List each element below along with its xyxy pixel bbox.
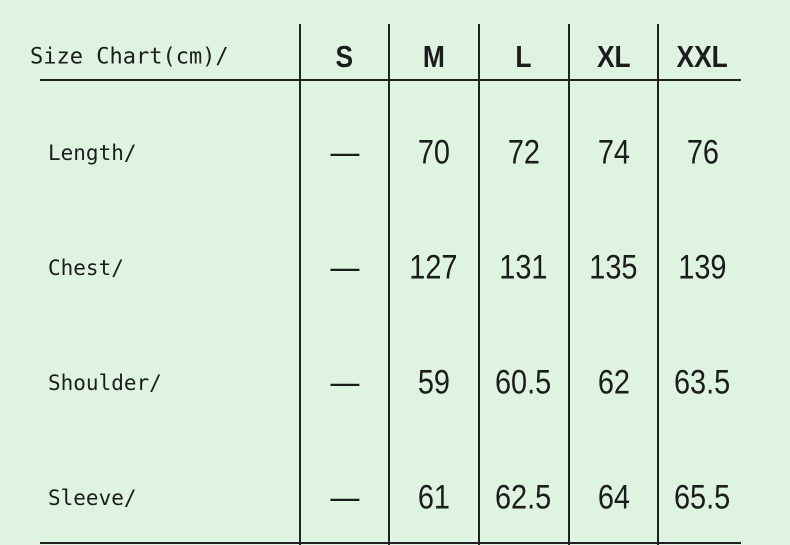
bottom-border — [40, 542, 741, 544]
cell-value: 64 — [597, 478, 630, 517]
cell-value: 131 — [499, 248, 548, 287]
size-header-label: XXL — [676, 39, 729, 74]
size-header-s: S — [300, 39, 389, 75]
row-label: Shoulder/ — [48, 371, 162, 395]
table-cell: — — [300, 134, 389, 173]
row-label: Chest/ — [48, 256, 124, 280]
cell-value: — — [330, 363, 359, 402]
table-cell: 127 — [389, 249, 478, 288]
cell-value: 127 — [409, 248, 458, 287]
table-cell: 131 — [479, 249, 568, 288]
cell-value: — — [330, 133, 359, 172]
cell-value: 61 — [417, 478, 450, 517]
table-cell: 135 — [569, 249, 658, 288]
size-header-label: S — [335, 39, 354, 74]
size-header-xxl: XXL — [658, 39, 747, 75]
table-cell: 65.5 — [658, 479, 747, 518]
cell-value: 62.5 — [495, 478, 552, 517]
cell-value: 135 — [589, 248, 638, 287]
table-cell: 62.5 — [479, 479, 568, 518]
table-cell: 60.5 — [479, 364, 568, 403]
size-header-l: L — [479, 39, 568, 75]
cell-value: 76 — [686, 133, 719, 172]
size-header-m: M — [389, 39, 478, 75]
size-header-xl: XL — [569, 39, 658, 75]
table-cell: 70 — [389, 134, 478, 173]
header-divider — [40, 79, 741, 81]
size-header-label: L — [515, 39, 532, 74]
cell-value: 70 — [417, 133, 450, 172]
column-divider — [299, 24, 301, 545]
cell-value: 63.5 — [674, 363, 731, 402]
table-cell: 76 — [658, 134, 747, 173]
table-cell: — — [300, 479, 389, 518]
table-cell: 63.5 — [658, 364, 747, 403]
table-title: Size Chart(cm)/ — [30, 44, 229, 70]
cell-value: 62 — [597, 363, 630, 402]
column-divider — [568, 24, 570, 545]
column-divider — [478, 24, 480, 545]
cell-value: — — [330, 248, 359, 287]
cell-value: 72 — [507, 133, 540, 172]
table-cell: 61 — [389, 479, 478, 518]
table-cell: 72 — [479, 134, 568, 173]
cell-value: 65.5 — [674, 478, 731, 517]
column-divider — [657, 24, 659, 545]
row-label: Sleeve/ — [48, 486, 137, 510]
table-cell: 62 — [569, 364, 658, 403]
size-header-label: XL — [596, 39, 631, 74]
cell-value: 139 — [678, 248, 727, 287]
table-cell: — — [300, 249, 389, 288]
column-divider — [388, 24, 390, 545]
table-cell: 139 — [658, 249, 747, 288]
table-cell: 74 — [569, 134, 658, 173]
size-header-label: M — [422, 39, 445, 74]
row-label: Length/ — [48, 141, 137, 165]
cell-value: 60.5 — [495, 363, 552, 402]
cell-value: 74 — [597, 133, 630, 172]
table-cell: 59 — [389, 364, 478, 403]
table-cell: — — [300, 364, 389, 403]
table-cell: 64 — [569, 479, 658, 518]
cell-value: 59 — [417, 363, 450, 402]
cell-value: — — [330, 478, 359, 517]
